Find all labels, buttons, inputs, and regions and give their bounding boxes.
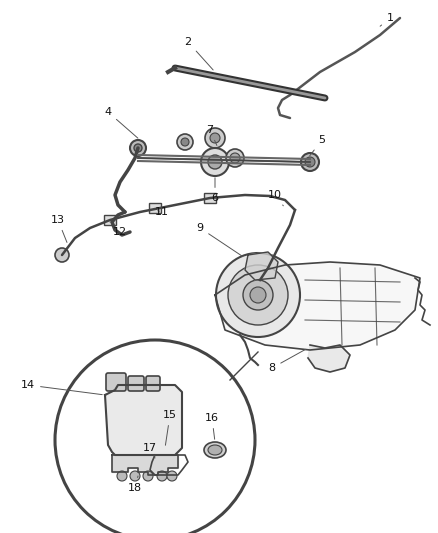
- Text: 18: 18: [128, 476, 142, 493]
- Circle shape: [210, 133, 220, 143]
- Circle shape: [305, 157, 315, 167]
- Circle shape: [134, 144, 142, 152]
- Circle shape: [201, 148, 229, 176]
- Circle shape: [55, 340, 255, 533]
- Text: 4: 4: [104, 107, 138, 138]
- FancyBboxPatch shape: [204, 193, 216, 203]
- Circle shape: [143, 471, 153, 481]
- Circle shape: [157, 471, 167, 481]
- Circle shape: [230, 153, 240, 163]
- Circle shape: [130, 471, 140, 481]
- Text: 11: 11: [155, 207, 169, 217]
- Text: 6: 6: [212, 178, 219, 203]
- Circle shape: [177, 134, 193, 150]
- Text: 16: 16: [205, 413, 219, 439]
- Text: 1: 1: [380, 13, 393, 26]
- Text: 2: 2: [184, 37, 213, 70]
- Text: 15: 15: [163, 410, 177, 445]
- Circle shape: [301, 153, 319, 171]
- Circle shape: [130, 140, 146, 156]
- Polygon shape: [105, 385, 182, 455]
- Circle shape: [181, 138, 189, 146]
- Text: 12: 12: [110, 222, 127, 237]
- FancyBboxPatch shape: [149, 203, 161, 213]
- Text: 5: 5: [310, 135, 325, 156]
- Ellipse shape: [208, 445, 222, 455]
- Circle shape: [216, 253, 300, 337]
- Circle shape: [228, 265, 288, 325]
- Text: 8: 8: [268, 349, 306, 373]
- Circle shape: [243, 280, 273, 310]
- Circle shape: [205, 128, 225, 148]
- FancyBboxPatch shape: [104, 215, 116, 225]
- Circle shape: [250, 287, 266, 303]
- Polygon shape: [308, 345, 350, 372]
- Circle shape: [117, 471, 127, 481]
- Ellipse shape: [204, 442, 226, 458]
- Circle shape: [226, 149, 244, 167]
- Text: 9: 9: [196, 223, 243, 256]
- Text: 7: 7: [206, 125, 217, 146]
- Circle shape: [167, 471, 177, 481]
- FancyBboxPatch shape: [106, 373, 126, 391]
- Text: 17: 17: [143, 443, 157, 458]
- Text: 10: 10: [268, 190, 283, 206]
- Text: 14: 14: [21, 380, 102, 394]
- Text: 13: 13: [51, 215, 67, 243]
- Polygon shape: [112, 455, 178, 475]
- FancyBboxPatch shape: [128, 376, 144, 391]
- Polygon shape: [245, 252, 278, 280]
- Circle shape: [208, 155, 222, 169]
- FancyBboxPatch shape: [146, 376, 160, 391]
- Polygon shape: [215, 262, 420, 350]
- Circle shape: [55, 248, 69, 262]
